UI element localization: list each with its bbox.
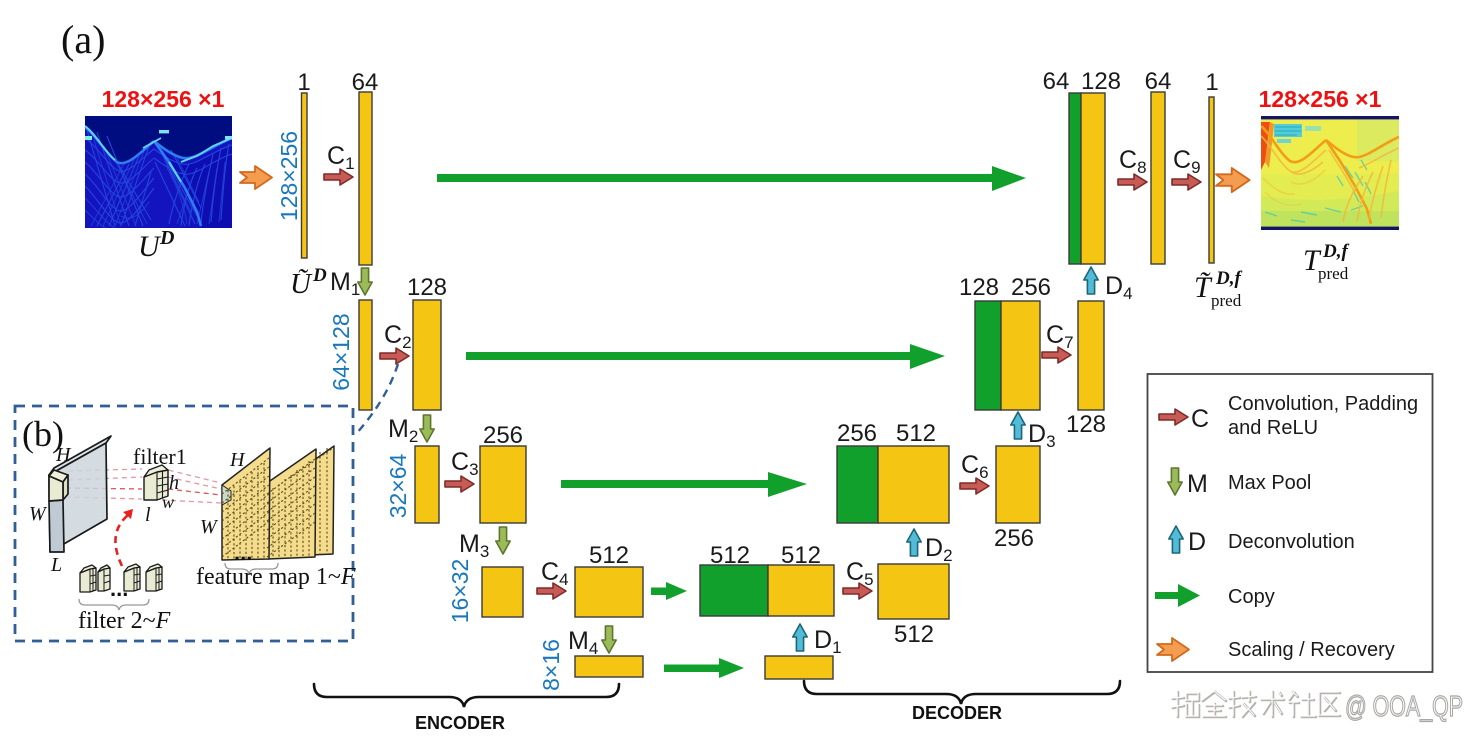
svg-text:H: H: [55, 444, 72, 466]
svg-text:ENCODER: ENCODER: [415, 713, 505, 733]
svg-text:64×128: 64×128: [328, 313, 354, 390]
svg-text:512: 512: [896, 420, 936, 447]
svg-text:512: 512: [710, 542, 750, 569]
svg-text:128×256: 128×256: [276, 131, 302, 221]
svg-text:Max Pool: Max Pool: [1228, 472, 1311, 494]
svg-text:W: W: [200, 516, 219, 538]
svg-text:D: D: [159, 227, 174, 249]
svg-text:T: T: [1303, 244, 1322, 277]
svg-text:...: ...: [234, 540, 252, 565]
svg-text:D,f: D,f: [1322, 241, 1349, 262]
svg-text:32×64: 32×64: [385, 453, 411, 518]
svg-text:(b): (b): [22, 414, 64, 454]
svg-text:128: 128: [1081, 68, 1121, 95]
svg-text:Ũ: Ũ: [290, 268, 313, 300]
svg-text:l: l: [145, 504, 151, 526]
svg-text:256: 256: [994, 525, 1034, 552]
svg-text:512: 512: [781, 542, 821, 569]
svg-text:64: 64: [352, 69, 379, 96]
svg-text:@ OOA_QP: @ OOA_QP: [1345, 691, 1463, 723]
svg-text:C: C: [1191, 405, 1209, 433]
svg-text:and ReLU: and ReLU: [1228, 417, 1318, 439]
svg-text:U: U: [138, 230, 162, 263]
svg-text:W: W: [29, 503, 48, 525]
svg-text:D2: D2: [925, 534, 953, 565]
svg-text:feature map 1~F: feature map 1~F: [196, 564, 356, 590]
svg-text:pred: pred: [1211, 291, 1242, 310]
svg-text:DECODER: DECODER: [912, 703, 1002, 723]
svg-text:Scaling / Recovery: Scaling / Recovery: [1228, 639, 1395, 661]
svg-text:...: ...: [110, 576, 128, 601]
svg-text:128×256 ×1: 128×256 ×1: [1259, 86, 1382, 112]
svg-text:T̃: T̃: [1194, 271, 1213, 304]
svg-text:pred: pred: [1318, 264, 1349, 283]
svg-text:filter1: filter1: [133, 444, 187, 469]
svg-text:1: 1: [1205, 69, 1218, 96]
svg-text:512: 512: [894, 621, 934, 648]
svg-text:128: 128: [1066, 411, 1106, 438]
svg-text:C8: C8: [1119, 146, 1147, 177]
svg-text:H: H: [229, 449, 246, 471]
svg-text:filter 2~F: filter 2~F: [78, 608, 171, 634]
svg-text:D,f: D,f: [1215, 268, 1242, 289]
svg-text:D: D: [1188, 528, 1206, 556]
svg-text:w: w: [162, 492, 174, 512]
svg-text:256: 256: [837, 420, 877, 447]
svg-text:512: 512: [589, 542, 629, 569]
svg-text:128×256 ×1: 128×256 ×1: [102, 86, 225, 112]
svg-text:64: 64: [1043, 68, 1070, 95]
svg-text:Deconvolution: Deconvolution: [1228, 531, 1355, 553]
svg-text:Copy: Copy: [1228, 586, 1275, 608]
svg-text:256: 256: [1011, 274, 1051, 301]
svg-text:64: 64: [1145, 68, 1172, 95]
svg-text:Convolution, Padding: Convolution, Padding: [1228, 393, 1418, 415]
svg-text:D: D: [312, 265, 327, 286]
svg-text:L: L: [50, 554, 62, 576]
svg-text:256: 256: [483, 422, 523, 449]
svg-text:M: M: [1187, 470, 1208, 498]
svg-text:16×32: 16×32: [447, 559, 473, 624]
svg-text:h: h: [169, 472, 179, 494]
svg-text:(a): (a): [61, 17, 105, 62]
svg-text:1: 1: [297, 69, 310, 96]
svg-text:128: 128: [959, 274, 999, 301]
svg-text:128: 128: [407, 274, 447, 301]
svg-text:8×16: 8×16: [538, 639, 564, 691]
